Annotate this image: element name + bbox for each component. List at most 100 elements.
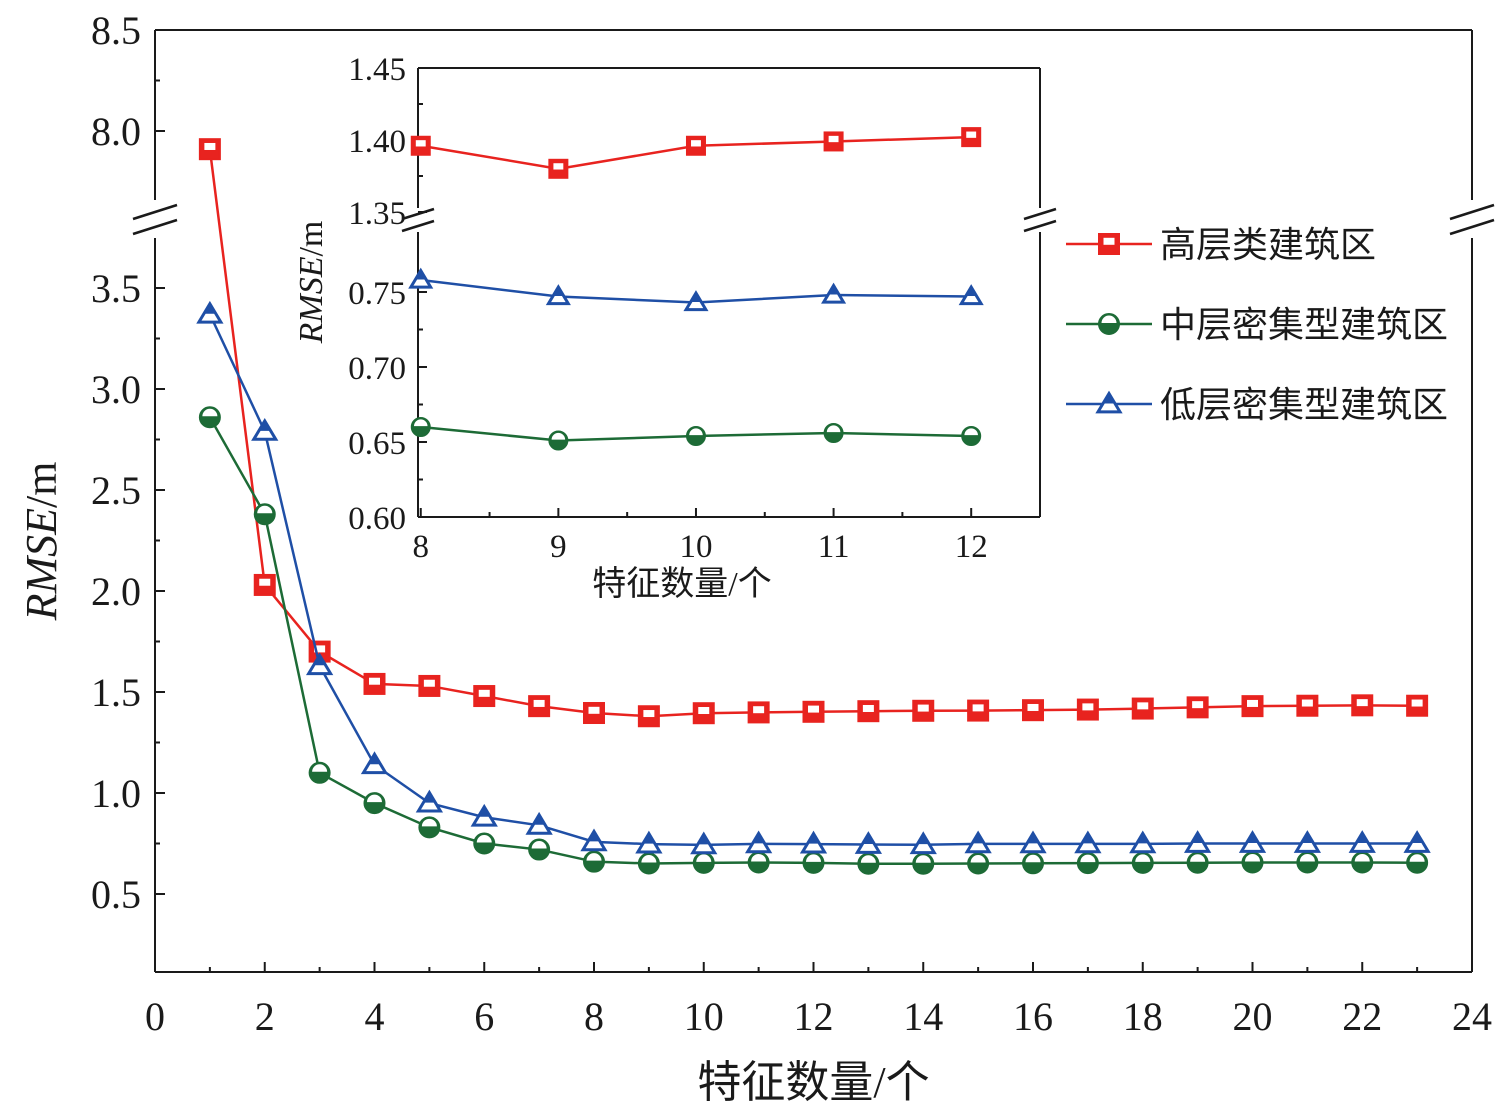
inset-data-point-hollow [826,425,841,433]
data-point-hollow [1027,703,1039,711]
inset-y-tick-label: 1.45 [348,52,406,88]
inset-axis-break-right [1023,219,1057,233]
data-point-hollow [1247,699,1258,707]
legend-label: 高层类建筑区 [1160,225,1376,265]
data-point-fill [369,754,380,765]
data-point-hollow [314,645,326,653]
series-2 [196,300,1431,855]
data-point-fill [1301,833,1313,843]
x-tick-label: 8 [584,994,604,1039]
y-axis-title-italic: RMSE [17,508,66,622]
y-tick-label: 1.5 [91,670,141,715]
y-tick-label: 2.5 [91,468,141,513]
inset-data-point-hollow [415,140,426,147]
data-point-hollow [643,710,655,718]
x-tick-label: 20 [1233,994,1273,1039]
data-point-fill [314,655,326,666]
inset-y-axis-title: RMSE/m [293,221,330,345]
inset-y-tick-label: 0.75 [348,276,406,312]
legend-label: 中层密集型建筑区 [1160,305,1448,345]
x-axis-title: 特征数量/个 [697,1058,929,1107]
data-point-hollow [1137,702,1149,710]
inset-plot: 8 9 10 11 12 0.60 0.65 0.70 0.75 1.35 1.40 1.45 特征数量… [293,52,1057,603]
data-point-hollow [696,854,712,862]
inset-series-1 [410,417,982,451]
inset-axis-break-left [401,207,435,221]
data-point-fill [1356,833,1368,843]
data-point-hollow [1080,854,1096,863]
data-point-fill [259,420,271,431]
series-0 [198,138,1429,728]
inset-data-point-hollow [414,419,428,427]
data-point-fill [204,303,216,314]
y-axis-title: RMSE/m [17,462,66,622]
data-point-fill [1082,833,1094,844]
inset-data-point-hollow [964,428,978,436]
data-point-fill [1247,833,1258,843]
y-tick-label: 3.0 [91,367,141,412]
data-point-hollow [476,835,492,843]
x-tick-label: 6 [474,994,494,1039]
data-point-fill [478,806,490,817]
axis-break-left [132,203,178,221]
data-point-hollow [588,706,600,714]
data-point-fill [808,833,819,844]
inset-series-2 [408,267,984,312]
data-point-hollow [312,764,328,772]
data-point-fill [533,814,545,825]
data-point-hollow [751,853,767,862]
inset-y-tick-label: 0.65 [348,426,406,462]
legend-marker-fill [1103,393,1115,404]
inset-data-point-hollow [691,140,701,147]
inset-data-point-fill [691,293,701,303]
inset-x-tick-label: 12 [955,529,988,565]
data-point-hollow [1245,853,1260,862]
inset-x-tick-label: 8 [413,529,430,565]
inset-y-tick-label: 0.70 [348,351,406,387]
data-point-fill [1192,833,1204,843]
data-point-hollow [1192,701,1204,709]
data-point-fill [423,792,435,803]
data-point-hollow [204,142,216,150]
inset-data-point-hollow [553,163,564,170]
data-point-hollow [860,855,876,863]
x-tick-label: 24 [1452,994,1492,1039]
inset-data-point-hollow [551,432,566,440]
legend-item: 高层类建筑区 [1066,225,1376,265]
data-point-fill [643,833,655,844]
inset-data-point-fill [553,287,564,297]
inset-y-tick-label: 0.60 [348,501,406,537]
x-tick-label: 14 [903,994,943,1039]
legend-item: 低层密集型建筑区 [1066,385,1448,425]
axis-break-left [132,218,178,236]
inset-y-tick-label: 1.40 [348,124,406,160]
inset-data-point-hollow [966,131,977,138]
inset-y-axis-title-unit: /m [293,221,330,257]
inset-background [418,68,1040,517]
data-point-hollow [1354,853,1370,862]
inset-y-axis-title-italic: RMSE [293,256,330,344]
data-point-fill [698,834,710,845]
y-axis-title-unit: /m [17,462,66,508]
legend-item: 中层密集型建筑区 [1066,305,1448,345]
legend-marker-hollow [1101,315,1117,323]
inset-axis-break-left [401,219,435,233]
data-point-hollow [1082,703,1094,711]
inset-data-point-hollow [689,428,703,436]
data-point-fill [1137,833,1149,844]
x-tick-label: 0 [145,994,165,1039]
x-tick-label: 2 [255,994,275,1039]
data-point-hollow [259,578,271,586]
x-tick-label: 22 [1342,994,1382,1039]
data-point-hollow [862,704,874,712]
data-point-hollow [970,854,986,863]
data-point-hollow [1299,853,1315,862]
data-point-hollow [586,853,602,861]
legend-marker-hollow [1103,237,1115,245]
x-tick-label: 10 [684,994,724,1039]
x-tick-label: 4 [365,994,385,1039]
inset-x-tick-label: 11 [818,529,850,565]
data-point-hollow [1411,699,1423,707]
